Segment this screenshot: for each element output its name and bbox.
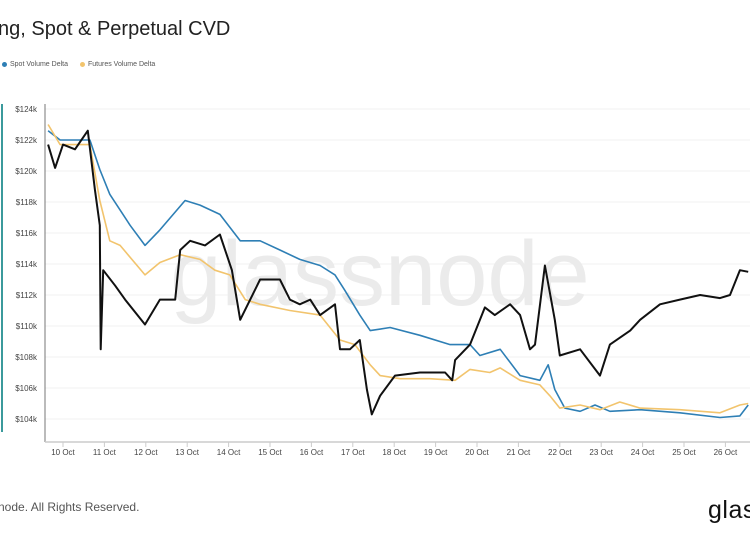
y-tick-label: $120k bbox=[15, 167, 38, 176]
x-tick-label: 12 Oct bbox=[134, 448, 158, 457]
x-tick-label: 10 Oct bbox=[51, 448, 75, 457]
series-line-futures bbox=[47, 124, 749, 414]
y-tick-label: $108k bbox=[15, 353, 38, 362]
x-tick-label: 16 Oct bbox=[300, 448, 324, 457]
legend-item-spot[interactable]: Spot Volume Delta bbox=[2, 61, 68, 68]
x-tick-label: 22 Oct bbox=[548, 448, 572, 457]
y-tick-label: $106k bbox=[15, 384, 38, 393]
x-tick-label: 19 Oct bbox=[424, 448, 448, 457]
legend-label-spot: Spot Volume Delta bbox=[10, 61, 68, 68]
legend-item-futures[interactable]: Futures Volume Delta bbox=[80, 61, 155, 68]
x-tick-label: 20 Oct bbox=[465, 448, 489, 457]
x-tick-label: 25 Oct bbox=[672, 448, 696, 457]
x-tick-label: 14 Oct bbox=[217, 448, 241, 457]
copyright-footer: node. All Rights Reserved. bbox=[0, 500, 140, 514]
x-tick-label: 13 Oct bbox=[175, 448, 199, 457]
x-tick-label: 18 Oct bbox=[382, 448, 406, 457]
x-tick-label: 21 Oct bbox=[507, 448, 531, 457]
x-tick-label: 11 Oct bbox=[93, 448, 117, 457]
x-tick-label: 15 Oct bbox=[258, 448, 282, 457]
y-tick-label: $124k bbox=[15, 105, 38, 114]
series-line-price bbox=[47, 129, 749, 416]
legend-label-futures: Futures Volume Delta bbox=[88, 61, 156, 68]
y-tick-label: $122k bbox=[15, 136, 38, 145]
brand-logo: glas bbox=[708, 496, 750, 524]
y-tick-label: $110k bbox=[16, 322, 38, 331]
futures-legend-dot-icon bbox=[80, 62, 85, 67]
y-tick-label: $114k bbox=[16, 260, 38, 269]
x-tick-label: 23 Oct bbox=[589, 448, 613, 457]
spot-legend-dot-icon bbox=[2, 62, 7, 67]
y-tick-label: $104k bbox=[15, 415, 38, 424]
chart-title: ng, Spot & Perpetual CVD bbox=[0, 18, 231, 40]
x-tick-label: 26 Oct bbox=[714, 448, 738, 457]
y-tick-label: $116k bbox=[16, 229, 38, 238]
x-tick-label: 17 Oct bbox=[341, 448, 365, 457]
left-accent-bar bbox=[1, 104, 3, 432]
x-tick-label: 24 Oct bbox=[631, 448, 655, 457]
y-tick-label: $112k bbox=[16, 291, 38, 300]
y-tick-label: $118k bbox=[16, 198, 38, 207]
